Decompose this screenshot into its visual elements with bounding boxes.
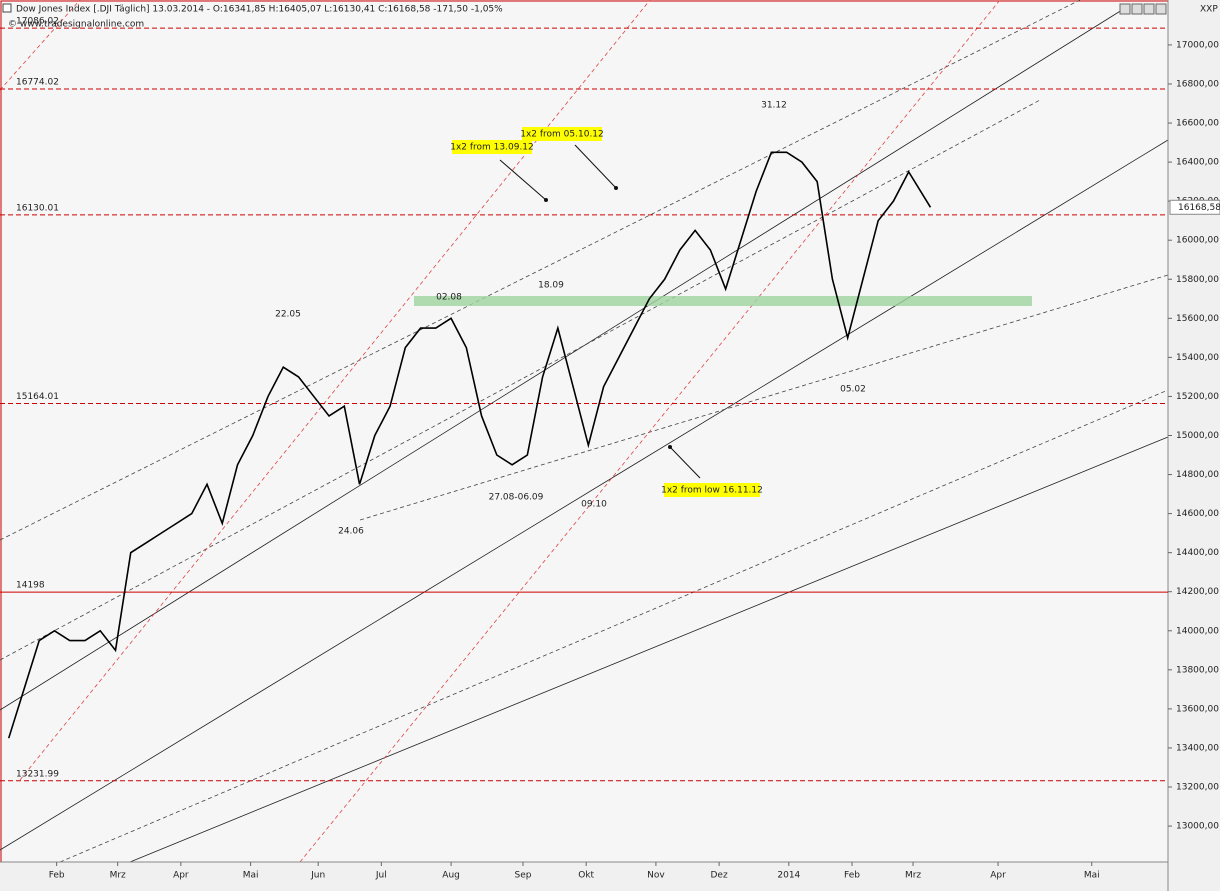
level-label: 17086.02: [16, 17, 59, 27]
x-tick-label: Sep: [515, 871, 532, 881]
y-tick-label: 15600,00: [1176, 314, 1219, 324]
y-tick-label: 13000,00: [1176, 822, 1219, 832]
arrow: [499, 159, 547, 201]
annotation-box: [664, 483, 760, 497]
price-line: [7, 151, 932, 739]
y-tick-label: 14600,00: [1176, 509, 1219, 519]
annotation: 18.09: [538, 281, 564, 291]
y-tick-label: 13200,00: [1176, 783, 1219, 793]
y-tick-label: 15000,00: [1176, 431, 1219, 441]
x-tick-label: Feb: [49, 871, 65, 881]
annotation: 05.02: [840, 385, 866, 395]
arrow: [669, 446, 701, 479]
source: © www.tradesignalonline.com: [8, 20, 144, 30]
x-tick-label: Dez: [711, 871, 728, 881]
trendline: [0, 99, 1041, 661]
annotation: 22.05: [275, 310, 301, 320]
annotation: 02.08: [436, 293, 462, 303]
y-tick-label: 15200,00: [1176, 392, 1219, 402]
window-buttons[interactable]: [1119, 3, 1167, 15]
y-tick-label: 13400,00: [1176, 743, 1219, 753]
y-tick-label: 16600,00: [1176, 119, 1219, 129]
header-title: Dow Jones Index [.DJI Täglich] 13.03.201…: [16, 5, 503, 15]
x-tick-label: Nov: [647, 871, 665, 881]
trendline: [129, 436, 1169, 863]
symbol: XXP: [1200, 5, 1218, 15]
annotation: 31.12: [761, 101, 787, 111]
trendline: [299, 0, 1001, 863]
annotation: 1x2 from 13.09.12: [450, 143, 534, 153]
last-price-box: [1169, 199, 1220, 215]
x-tick-label: Mai: [243, 871, 259, 881]
support-zone: [414, 296, 1032, 306]
arrow-head: [668, 445, 672, 449]
trendline: [0, 139, 1169, 851]
x-tick-label: Apr: [990, 871, 1006, 881]
y-tick-label: 13600,00: [1176, 704, 1219, 714]
button[interactable]: [1143, 3, 1155, 15]
button[interactable]: [1119, 3, 1131, 15]
trendline: [359, 274, 1169, 521]
x-tick-label: Jul: [375, 871, 387, 881]
button[interactable]: [1155, 3, 1167, 15]
y-tick-label: 14800,00: [1176, 470, 1219, 480]
annotation: 09.10: [581, 500, 607, 510]
y-tick-label: 17000,00: [1176, 40, 1219, 50]
y-tick-label: 15800,00: [1176, 275, 1219, 285]
level-label: 16774.02: [16, 78, 59, 88]
x-tick-label: Feb: [844, 871, 860, 881]
y-tick-label: 14400,00: [1176, 548, 1219, 558]
level-label: 15164.01: [16, 392, 59, 402]
level-label: 13231.99: [16, 769, 59, 779]
y-tick-label: 13800,00: [1176, 665, 1219, 675]
x-tick-label: Jun: [310, 871, 325, 881]
x-tick-label: Aug: [442, 871, 460, 881]
trendline: [0, 0, 81, 91]
x-tick-label: Mrz: [905, 871, 921, 881]
x-tick-label: 2014: [777, 871, 800, 881]
trendline: [0, 0, 1081, 541]
level-label: 14198: [16, 581, 45, 591]
x-tick-label: Mai: [1084, 871, 1100, 881]
annotation: 27.08-06.09: [489, 493, 544, 503]
button[interactable]: [1131, 3, 1143, 15]
last-price-label: 16168,58: [1178, 203, 1220, 213]
y-tick-label: 16000,00: [1176, 236, 1219, 246]
level-label: 16130.01: [16, 203, 59, 213]
arrow-head: [544, 198, 548, 202]
arrow-head: [614, 186, 618, 190]
y-tick-label: 14000,00: [1176, 626, 1219, 636]
arrow: [574, 144, 617, 189]
y-tick-label: 14200,00: [1176, 587, 1219, 597]
trendline: [59, 389, 1169, 863]
y-tick-label: 16400,00: [1176, 158, 1219, 168]
y-tick-label: 15400,00: [1176, 353, 1219, 363]
x-tick-label: Okt: [578, 871, 594, 881]
annotation: 24.06: [338, 527, 364, 537]
annotation: 1x2 from low 16.11.12: [661, 486, 763, 496]
x-tick-label: Mrz: [110, 871, 126, 881]
x-tick-label: Apr: [173, 871, 189, 881]
annotation-box: [522, 127, 602, 141]
y-tick-label: 16800,00: [1176, 79, 1219, 89]
annotation: 1x2 from 05.10.12: [520, 130, 604, 140]
icon: [2, 3, 12, 13]
annotation-box: [452, 140, 532, 154]
